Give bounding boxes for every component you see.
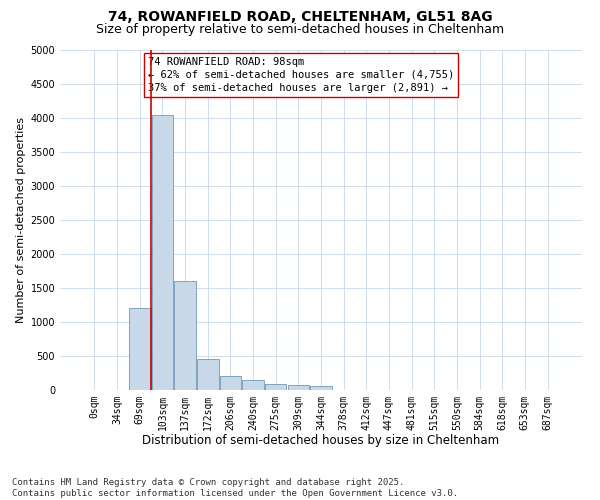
Bar	[287, 384, 309, 390]
Bar	[152, 114, 173, 390]
Y-axis label: Number of semi-detached properties: Number of semi-detached properties	[16, 117, 26, 323]
Text: 74, ROWANFIELD ROAD, CHELTENHAM, GL51 8AG: 74, ROWANFIELD ROAD, CHELTENHAM, GL51 8A…	[107, 10, 493, 24]
Bar	[197, 360, 218, 390]
Bar	[175, 281, 196, 390]
X-axis label: Distribution of semi-detached houses by size in Cheltenham: Distribution of semi-detached houses by …	[142, 434, 500, 448]
Bar	[129, 308, 151, 390]
Bar	[310, 386, 332, 390]
Text: Size of property relative to semi-detached houses in Cheltenham: Size of property relative to semi-detach…	[96, 22, 504, 36]
Bar	[265, 384, 286, 390]
Text: 74 ROWANFIELD ROAD: 98sqm
← 62% of semi-detached houses are smaller (4,755)
37% : 74 ROWANFIELD ROAD: 98sqm ← 62% of semi-…	[148, 57, 454, 93]
Bar	[220, 376, 241, 390]
Text: Contains HM Land Registry data © Crown copyright and database right 2025.
Contai: Contains HM Land Registry data © Crown c…	[12, 478, 458, 498]
Bar	[242, 380, 264, 390]
